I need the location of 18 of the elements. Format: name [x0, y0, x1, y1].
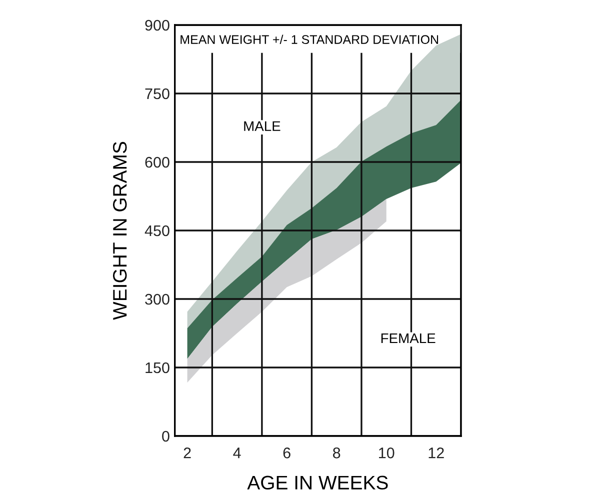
y-tick-label: 300 — [145, 294, 170, 305]
x-tick-label: 8 — [333, 448, 340, 458]
y-tick-label: 150 — [146, 362, 170, 374]
text: MEAN WEIGHT +/- 1 STANDARD DEVIATION — [180, 34, 438, 44]
y-axis-title: WEIGHT IN GRAMS — [112, 142, 127, 320]
x-tick-label: 12 — [428, 448, 444, 458]
x-tick-label: 4 — [233, 448, 241, 458]
x-tick-label: 6 — [283, 448, 290, 458]
annotation: MALE — [244, 121, 280, 131]
annotation: FEMALE — [381, 333, 436, 344]
y-tick-label: 900 — [145, 20, 170, 31]
x-tick-label: 2 — [184, 448, 191, 458]
x-axis-title: AGE IN WEEKS — [247, 476, 388, 490]
x-tick-label: 10 — [379, 448, 394, 458]
y-tick-label: 450 — [144, 225, 170, 236]
y-tick-label: 0 — [162, 430, 170, 442]
y-tick-label: 600 — [145, 156, 170, 168]
y-tick-label: 750 — [145, 88, 170, 100]
